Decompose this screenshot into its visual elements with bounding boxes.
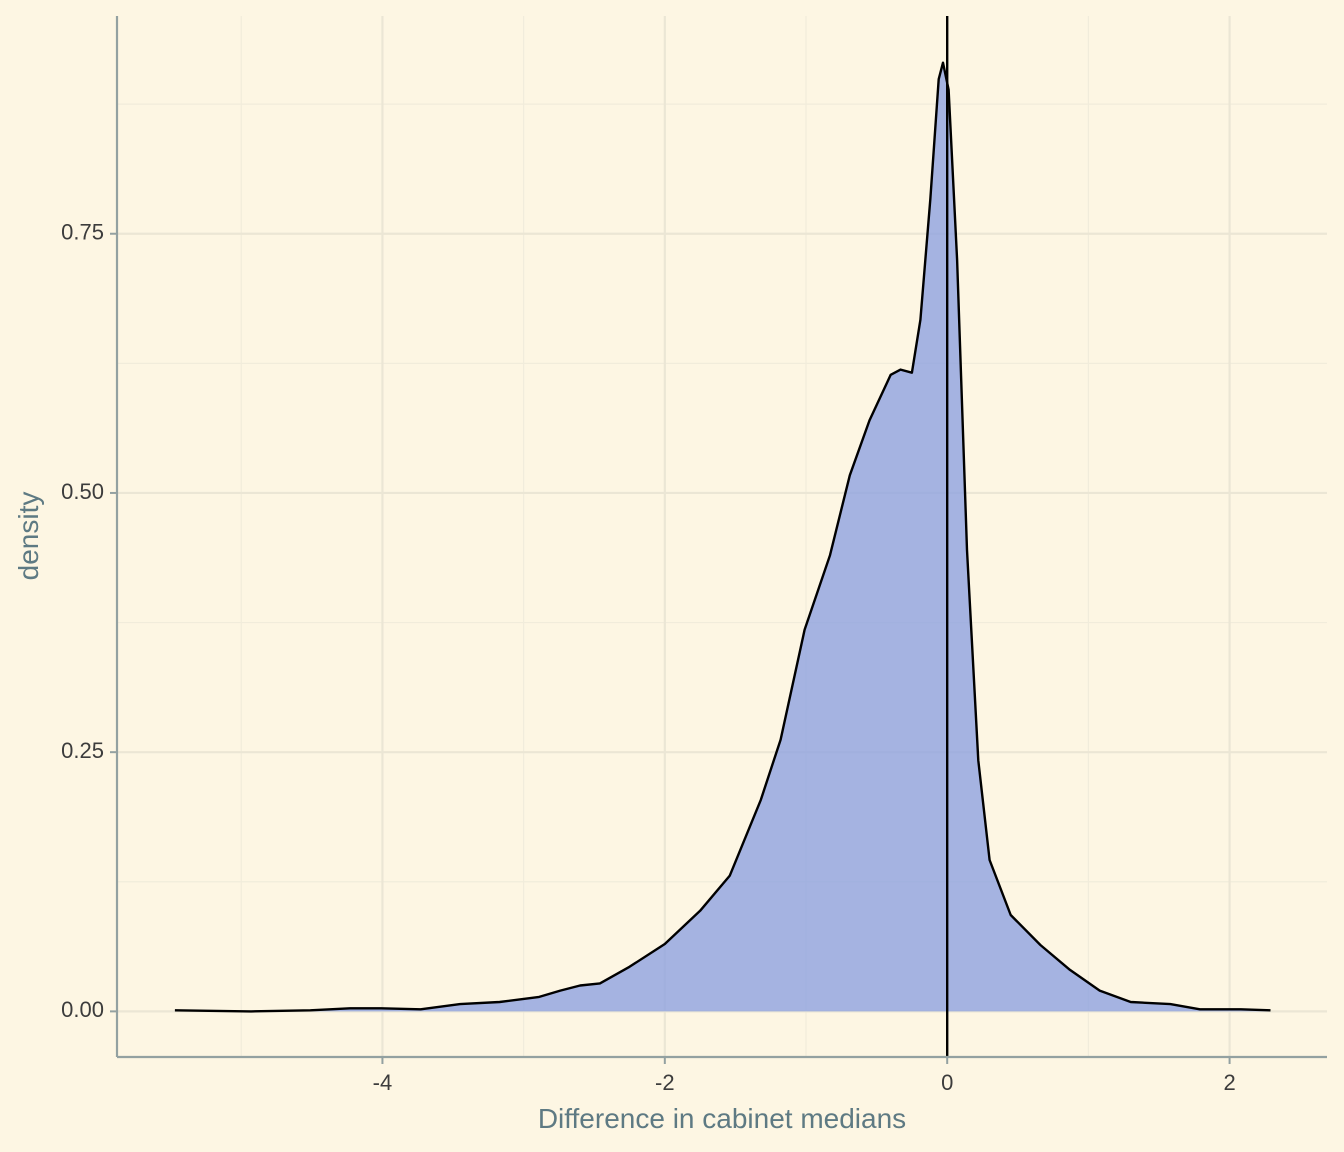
x-tick-label: -2 — [655, 1070, 675, 1095]
marks — [174, 16, 1271, 1057]
y-tick-label: 0.50 — [61, 479, 104, 504]
x-tick-label: 2 — [1223, 1070, 1235, 1095]
y-tick-label: 0.00 — [61, 997, 104, 1022]
y-tick-label: 0.75 — [61, 220, 104, 245]
x-axis-title: Difference in cabinet medians — [538, 1103, 906, 1134]
axes: -4 -2 0 2 0.00 0.25 0.50 0.75 — [61, 16, 1327, 1095]
density-line — [174, 61, 1271, 1013]
y-tick-label: 0.25 — [61, 738, 104, 763]
x-tick-label: -4 — [373, 1070, 393, 1095]
x-tick-label: 0 — [941, 1070, 953, 1095]
y-axis-title: density — [13, 492, 44, 581]
